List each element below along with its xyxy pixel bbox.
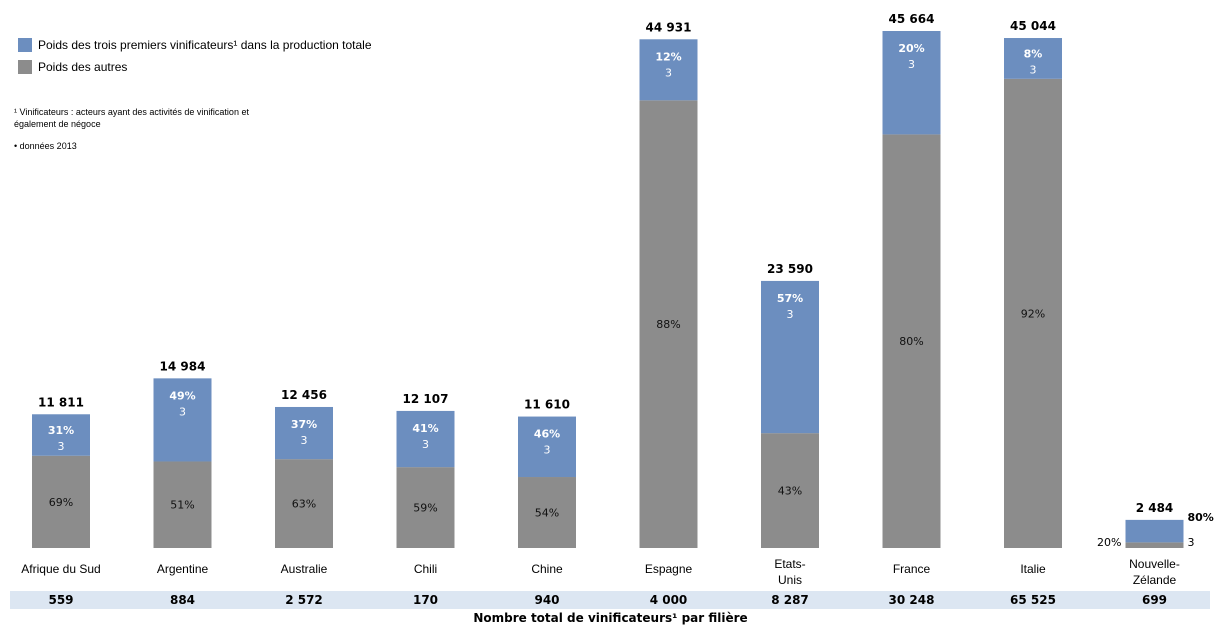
bar-others xyxy=(1004,78,1062,549)
category-label: Italie xyxy=(1020,562,1046,576)
others-pct-label: 69% xyxy=(49,496,73,509)
total-label: 45 044 xyxy=(1010,19,1056,33)
others-pct-label: 59% xyxy=(413,502,437,515)
legend-item-top3: Poids des trois premiers vinificateurs¹ … xyxy=(18,34,372,56)
category-label: Chine xyxy=(531,562,563,576)
table-value: 8 287 xyxy=(771,593,809,607)
footnote: ¹ Vinificateurs : acteurs ayant des acti… xyxy=(14,107,249,129)
bar-others xyxy=(32,455,90,548)
top3-pct-label: 49% xyxy=(169,389,195,402)
table-value: 884 xyxy=(170,593,195,607)
bar-top3 xyxy=(518,416,576,478)
others-pct-label: 92% xyxy=(1021,307,1045,320)
table-value: 30 248 xyxy=(889,593,935,607)
bar-others xyxy=(1125,542,1184,548)
bar-others xyxy=(882,134,941,548)
others-pct-label: 20% xyxy=(1097,536,1121,549)
category-label-line2: Unis xyxy=(778,573,802,587)
top3-count-label: 3 xyxy=(787,308,794,321)
bar-top3 xyxy=(275,406,333,460)
category-label: Australie xyxy=(281,562,328,576)
bar-top3 xyxy=(761,280,819,434)
bar-top3 xyxy=(32,414,90,456)
others-pct-label: 51% xyxy=(170,499,194,512)
others-pct-label: 80% xyxy=(899,335,923,348)
top3-count-label: 3 xyxy=(1030,63,1037,76)
total-label: 44 931 xyxy=(646,20,692,34)
bar-top3 xyxy=(882,31,941,135)
category-label-line2: Zélande xyxy=(1133,573,1177,587)
bar-others xyxy=(275,459,333,548)
top3-count-label: 3 xyxy=(301,434,308,447)
bar-others xyxy=(153,461,212,548)
legend-swatch-top3 xyxy=(18,38,32,52)
bar-others xyxy=(761,433,819,548)
total-label: 14 984 xyxy=(160,359,206,373)
table-value: 4 000 xyxy=(650,593,688,607)
others-pct-label: 54% xyxy=(535,507,559,520)
table-value: 170 xyxy=(413,593,438,607)
table-band xyxy=(10,591,1210,609)
others-pct-label: 88% xyxy=(656,318,680,331)
top3-pct-label: 41% xyxy=(412,422,438,435)
total-label: 23 590 xyxy=(767,262,813,276)
top3-pct-label: 8% xyxy=(1024,47,1043,60)
top3-pct-label: 80% xyxy=(1188,511,1214,524)
total-label: 45 664 xyxy=(889,12,935,26)
bar-others xyxy=(396,467,455,548)
bar-top3 xyxy=(153,378,212,462)
legend-swatch-others xyxy=(18,60,32,74)
top3-count-label: 3 xyxy=(58,440,65,453)
top3-count-label: 3 xyxy=(1188,536,1195,549)
bar-top3 xyxy=(396,410,455,468)
others-pct-label: 63% xyxy=(292,498,316,511)
table-value: 65 525 xyxy=(1010,593,1056,607)
category-label: France xyxy=(893,562,931,576)
total-label: 2 484 xyxy=(1136,501,1174,515)
category-label-line1: Etats- xyxy=(774,557,805,571)
total-label: 11 610 xyxy=(524,398,570,412)
legend-label-others: Poids des autres xyxy=(38,60,128,74)
bar-others xyxy=(518,477,576,548)
top3-pct-label: 37% xyxy=(291,418,317,431)
top3-pct-label: 31% xyxy=(48,424,74,437)
legend: Poids des trois premiers vinificateurs¹ … xyxy=(18,34,372,78)
category-label: Argentine xyxy=(157,562,209,576)
bar-top3 xyxy=(639,39,698,101)
top3-count-label: 3 xyxy=(422,438,429,451)
top3-pct-label: 20% xyxy=(898,42,924,55)
bar-top3 xyxy=(1125,519,1184,543)
category-label: Chili xyxy=(414,562,437,576)
others-pct-label: 43% xyxy=(778,485,802,498)
table-value: 940 xyxy=(534,593,559,607)
category-label: Espagne xyxy=(645,562,693,576)
top3-pct-label: 12% xyxy=(655,50,681,63)
category-label: Afrique du Sud xyxy=(21,562,100,576)
top3-count-label: 3 xyxy=(908,58,915,71)
top3-count-label: 3 xyxy=(544,444,551,457)
top3-count-label: 3 xyxy=(179,405,186,418)
total-label: 12 107 xyxy=(403,392,449,406)
table-value: 2 572 xyxy=(285,593,323,607)
legend-label-top3: Poids des trois premiers vinificateurs¹ … xyxy=(38,38,372,52)
category-label-line1: Nouvelle- xyxy=(1129,557,1180,571)
table-title: Nombre total de vinificateurs¹ par filiè… xyxy=(473,611,748,625)
table-value: 559 xyxy=(48,593,73,607)
legend-item-others: Poids des autres xyxy=(18,56,372,78)
bar-others xyxy=(639,100,698,549)
table-value: 699 xyxy=(1142,593,1167,607)
top3-count-label: 3 xyxy=(665,66,672,79)
total-label: 11 811 xyxy=(38,395,84,409)
top3-pct-label: 57% xyxy=(777,292,803,305)
data-year-note: • données 2013 xyxy=(14,141,77,151)
chart-notes: ¹ Vinificateurs : acteurs ayant des acti… xyxy=(14,106,284,152)
top3-pct-label: 46% xyxy=(534,428,560,441)
bar-top3 xyxy=(1004,38,1062,79)
total-label: 12 456 xyxy=(281,388,327,402)
